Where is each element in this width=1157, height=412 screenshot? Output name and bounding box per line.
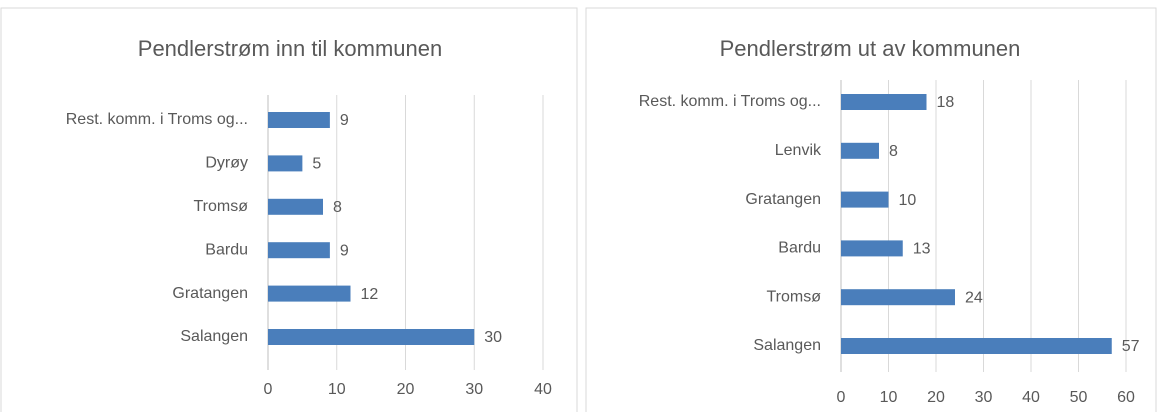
panel-border (585, 7, 1157, 412)
x-tick-label: 10 (328, 381, 346, 398)
x-tick-label: 50 (1070, 389, 1088, 406)
bar (841, 94, 927, 110)
data-label: 18 (937, 94, 955, 111)
bar (268, 155, 303, 172)
y-tick-label: Tromsø (766, 288, 821, 305)
x-tick-label: 40 (1022, 389, 1040, 406)
y-tick-label: Bardu (205, 241, 248, 258)
x-tick-label: 0 (837, 389, 846, 406)
bar (268, 242, 330, 259)
y-tick-label: Salangen (753, 337, 821, 354)
data-label: 9 (340, 242, 349, 259)
y-tick-label: Gratangen (172, 285, 248, 302)
panel-border (0, 7, 578, 412)
y-tick-label: Lenvik (775, 142, 822, 159)
y-tick-label: Salangen (180, 328, 248, 345)
data-label: 9 (340, 112, 349, 129)
y-tick-label: Bardu (778, 240, 821, 257)
bar (841, 142, 879, 159)
data-label: 8 (889, 143, 898, 160)
data-label: 24 (965, 289, 983, 306)
chart-title: Pendlerstrøm ut av kommunen (720, 36, 1021, 61)
x-tick-label: 20 (397, 381, 415, 398)
chart-title: Pendlerstrøm inn til kommunen (138, 36, 442, 61)
bar (268, 112, 330, 128)
data-label: 12 (361, 286, 379, 303)
data-label: 13 (913, 241, 931, 258)
data-label: 5 (312, 156, 321, 173)
x-tick-label: 30 (465, 381, 483, 398)
bar (268, 329, 475, 345)
bar (841, 289, 955, 306)
data-label: 30 (484, 329, 502, 346)
bar (268, 198, 323, 215)
x-tick-label: 20 (927, 389, 945, 406)
y-tick-label: Dyrøy (205, 155, 248, 172)
bar (841, 240, 903, 257)
bar (268, 285, 351, 302)
data-label: 10 (899, 192, 917, 209)
data-label: 8 (333, 199, 342, 216)
y-tick-label: Rest. komm. i Troms og... (639, 93, 821, 110)
x-tick-label: 40 (534, 381, 552, 398)
bar (841, 338, 1112, 354)
x-tick-label: 10 (880, 389, 898, 406)
data-label: 57 (1122, 338, 1140, 355)
y-tick-label: Tromsø (193, 198, 248, 215)
y-tick-label: Rest. komm. i Troms og... (66, 111, 248, 128)
x-tick-label: 0 (264, 381, 273, 398)
y-tick-label: Gratangen (745, 191, 821, 208)
bar (841, 191, 889, 208)
x-tick-label: 30 (975, 389, 993, 406)
x-tick-label: 60 (1117, 389, 1135, 406)
